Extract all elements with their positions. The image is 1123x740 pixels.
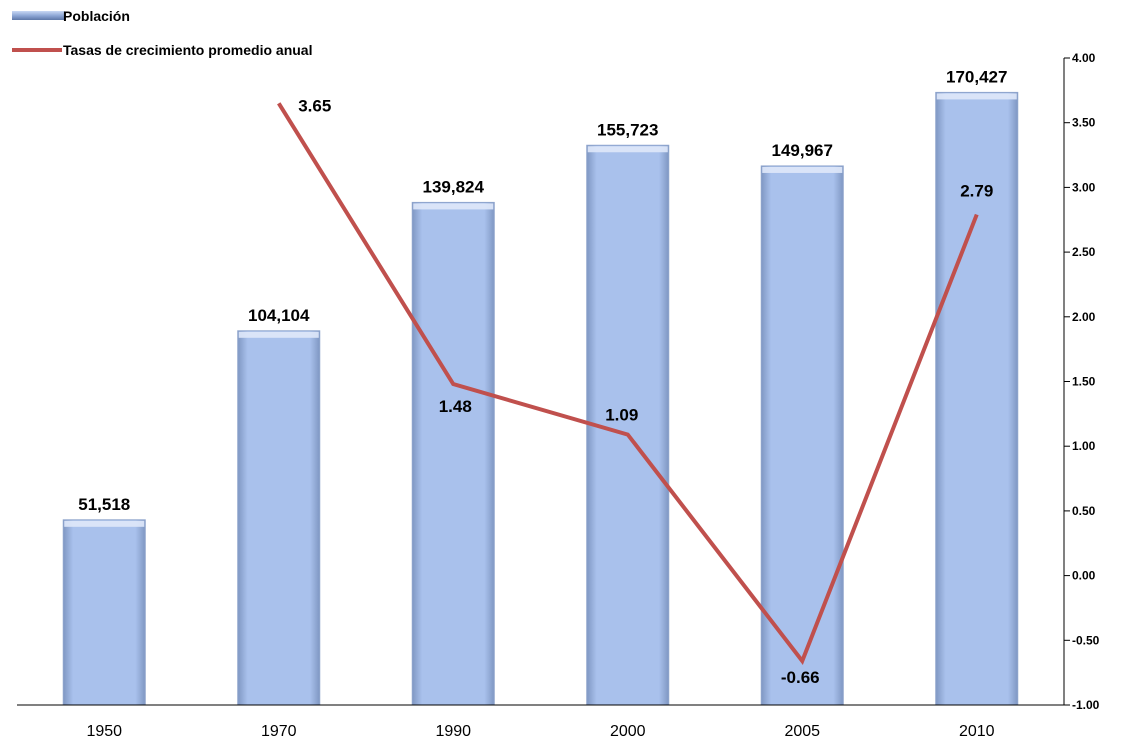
legend-swatch-population	[12, 11, 65, 20]
legend: Población Tasas de crecimiento promedio …	[12, 8, 312, 58]
growth-value-label: -0.66	[781, 668, 820, 687]
y-right-tick-label: 3.50	[1072, 116, 1096, 130]
bar-value-label: 149,967	[772, 141, 833, 160]
bar-value-label: 51,518	[78, 495, 130, 514]
bar-group: 139,824	[411, 177, 495, 706]
growth-value-label: 3.65	[298, 96, 331, 115]
bar-group: 170,427	[935, 67, 1019, 706]
bars: 51,518 104,104 139,824 155,723 149,967 170,42…	[62, 67, 1019, 706]
y-right-tick-label: 0.00	[1072, 569, 1096, 583]
bar-group: 104,104	[237, 306, 321, 706]
bar-highlight	[64, 520, 145, 527]
bar-highlight	[936, 93, 1017, 100]
legend-label-population: Población	[63, 8, 130, 24]
y-right-tick-label: 1.50	[1072, 375, 1096, 389]
x-tick-label: 1970	[261, 723, 297, 740]
growth-line-layer: 3.65 1.48 1.09 -0.66 2.79	[277, 96, 993, 687]
bar-highlight	[238, 331, 319, 338]
y-right-tick-label: 2.00	[1072, 310, 1096, 324]
bar-value-label: 104,104	[248, 306, 310, 325]
bar	[237, 330, 321, 706]
bar-highlight	[762, 166, 843, 173]
x-tick-label: 1990	[435, 723, 471, 740]
x-tick-label: 2010	[959, 723, 995, 740]
growth-value-label: 2.79	[960, 182, 993, 201]
x-tick-label: 2005	[784, 723, 820, 740]
axes: 1950 1970 1990 2000 2005 2010 4.00 3.50 3.00 2.50…	[17, 51, 1100, 740]
legend-swatch-growth	[12, 48, 62, 52]
y-right-tick-label: -1.00	[1072, 698, 1100, 712]
y-right-tick-label: 1.00	[1072, 439, 1096, 453]
bar	[760, 165, 844, 706]
x-tick-label: 2000	[610, 723, 646, 740]
bar-highlight	[587, 146, 668, 153]
y-right-tick-label: -0.50	[1072, 633, 1100, 647]
y-right-tick-label: 0.50	[1072, 504, 1096, 518]
bar	[411, 201, 495, 706]
y-right-tick-label: 4.00	[1072, 51, 1096, 65]
legend-label-growth: Tasas de crecimiento promedio anual	[63, 42, 312, 58]
growth-value-label: 1.48	[439, 397, 472, 416]
y-right-tick-label: 2.50	[1072, 245, 1096, 259]
bar	[935, 91, 1019, 706]
bar-highlight	[413, 203, 494, 210]
bar	[62, 519, 146, 706]
bar-value-label: 170,427	[946, 67, 1007, 86]
x-tick-label: 1950	[86, 723, 122, 740]
bar-group: 149,967	[760, 141, 844, 706]
bar-value-label: 155,723	[597, 120, 658, 139]
growth-value-label: 1.09	[605, 406, 638, 425]
y-right-tick-label: 3.00	[1072, 180, 1096, 194]
bar-value-label: 139,824	[423, 177, 485, 196]
bar-group: 51,518	[62, 495, 146, 706]
